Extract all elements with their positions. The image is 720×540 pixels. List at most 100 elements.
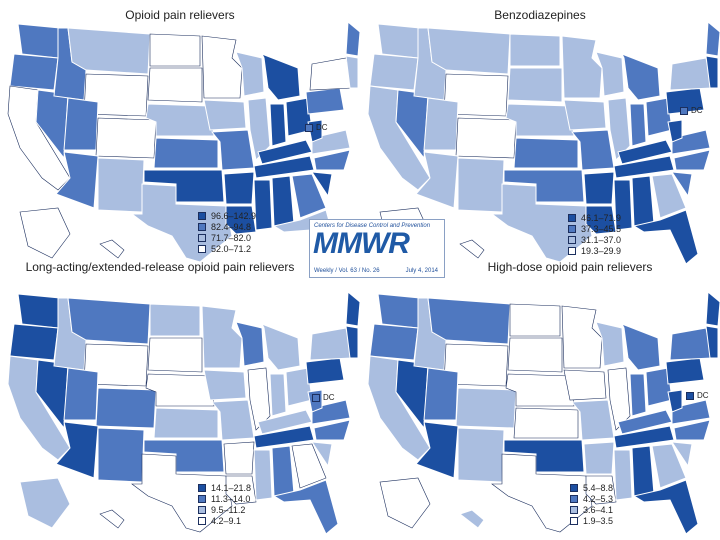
state-mt (427, 27, 511, 75)
state-wv (667, 389, 683, 413)
state-ut (63, 367, 99, 421)
state-az (415, 421, 459, 479)
state-nc (673, 419, 711, 441)
state-ms (253, 449, 273, 501)
map-legend: 5.4–8.8 4.2–5.3 3.6–4.1 1.9–3.5 (570, 482, 613, 526)
dc-label: DC (697, 391, 709, 400)
state-tn (253, 155, 315, 179)
legend-swatch (568, 246, 576, 255)
map-legend: 46.1–71.9 37.3–45.5 31.1–37.0 19.3–29.9 (568, 212, 621, 256)
state-hi (458, 509, 485, 529)
state-ga (651, 173, 687, 219)
legend-swatch (198, 211, 206, 220)
state-ny (309, 57, 353, 91)
state-co (95, 387, 157, 429)
legend-label: 46.1–71.9 (581, 212, 622, 223)
state-pa (665, 357, 705, 385)
state-wi (595, 321, 625, 367)
legend-label: 31.1–37.0 (581, 234, 622, 245)
state-in (269, 373, 287, 417)
legend-label: 19.3–29.9 (581, 245, 622, 256)
state-mi (260, 323, 301, 371)
state-ak (379, 477, 431, 529)
state-ms (253, 179, 273, 231)
state-tn (613, 425, 675, 449)
state-in (269, 103, 287, 147)
state-nm (97, 427, 145, 483)
legend-swatch (198, 244, 206, 253)
map-title: Benzodiazepines (494, 8, 586, 22)
state-mn (201, 35, 243, 99)
state-nc (673, 149, 711, 171)
state-ks (153, 137, 219, 169)
state-ak (19, 207, 71, 259)
state-fl (632, 479, 699, 535)
map-panel-high-dose: High-dose opioid pain relievers DC 5.4–8… (360, 260, 720, 540)
mmwr-logo-box: Centers for Disease Control and Preventi… (309, 219, 445, 278)
state-ne (145, 373, 215, 407)
state-nd (149, 303, 201, 337)
legend-item: 19.3–29.9 (568, 245, 621, 256)
legend-swatch (568, 224, 576, 233)
map-panel-long-acting: Long-acting/extended-release opioid pain… (0, 260, 361, 540)
state-la (585, 475, 617, 505)
state-ne (505, 103, 575, 137)
dc-swatch (312, 393, 320, 402)
state-mt (427, 297, 511, 345)
state-or (9, 323, 59, 361)
map-title: Long-acting/extended-release opioid pain… (25, 260, 295, 274)
state-mn (201, 305, 243, 369)
legend-label: 4.2–5.3 (583, 493, 614, 504)
state-ms (613, 449, 633, 501)
state-sc (670, 441, 693, 468)
state-al (271, 445, 295, 497)
state-wv (667, 119, 683, 143)
legend-label: 71.7–82.0 (211, 232, 252, 243)
legend-item: 4.2–5.3 (570, 493, 613, 504)
map-panel-benzodiazepines: Benzodiazepines DC 46.1–71.9 37.3–45.5 3… (360, 0, 720, 270)
legend-label: 82.4–94.8 (211, 221, 252, 232)
state-wa (17, 293, 61, 329)
state-mo (211, 399, 255, 441)
state-wi (235, 321, 265, 367)
state-nd (149, 33, 201, 67)
state-ks (153, 407, 219, 439)
state-mo (571, 129, 615, 171)
state-wa (17, 23, 61, 59)
dc-indicator: DC (686, 391, 709, 400)
legend-item: 96.6–142.9 (198, 210, 256, 221)
dc-indicator: DC (305, 123, 328, 132)
map-title: Opioid pain relievers (125, 8, 235, 22)
state-fl (272, 479, 339, 535)
state-ar (223, 171, 255, 205)
us-choropleth-map (367, 290, 720, 535)
legend-item: 71.7–82.0 (198, 232, 256, 243)
legend-item: 5.4–8.8 (570, 482, 613, 493)
state-ks (513, 407, 579, 439)
state-co (95, 117, 157, 159)
legend-swatch (570, 505, 578, 514)
us-choropleth-map (7, 290, 361, 535)
state-mi (260, 53, 301, 101)
state-or (369, 323, 419, 361)
state-pa (305, 87, 345, 115)
state-la (225, 205, 257, 235)
state-wa (377, 23, 421, 59)
state-co (455, 117, 517, 159)
state-in (629, 103, 647, 147)
state-wi (235, 51, 265, 97)
state-sc (310, 171, 333, 198)
state-ne (705, 55, 719, 89)
state-sc (670, 171, 693, 198)
state-ne (145, 103, 215, 137)
state-ga (291, 443, 327, 489)
dc-label: DC (316, 123, 328, 132)
state-ms (613, 179, 633, 231)
legend-item: 9.5–11.2 (198, 504, 251, 515)
legend-item: 4.2–9.1 (198, 515, 251, 526)
state-or (9, 53, 59, 91)
dc-swatch (686, 391, 694, 400)
state-fl (632, 209, 699, 265)
state-hi (99, 239, 125, 259)
state-mn (561, 305, 603, 369)
